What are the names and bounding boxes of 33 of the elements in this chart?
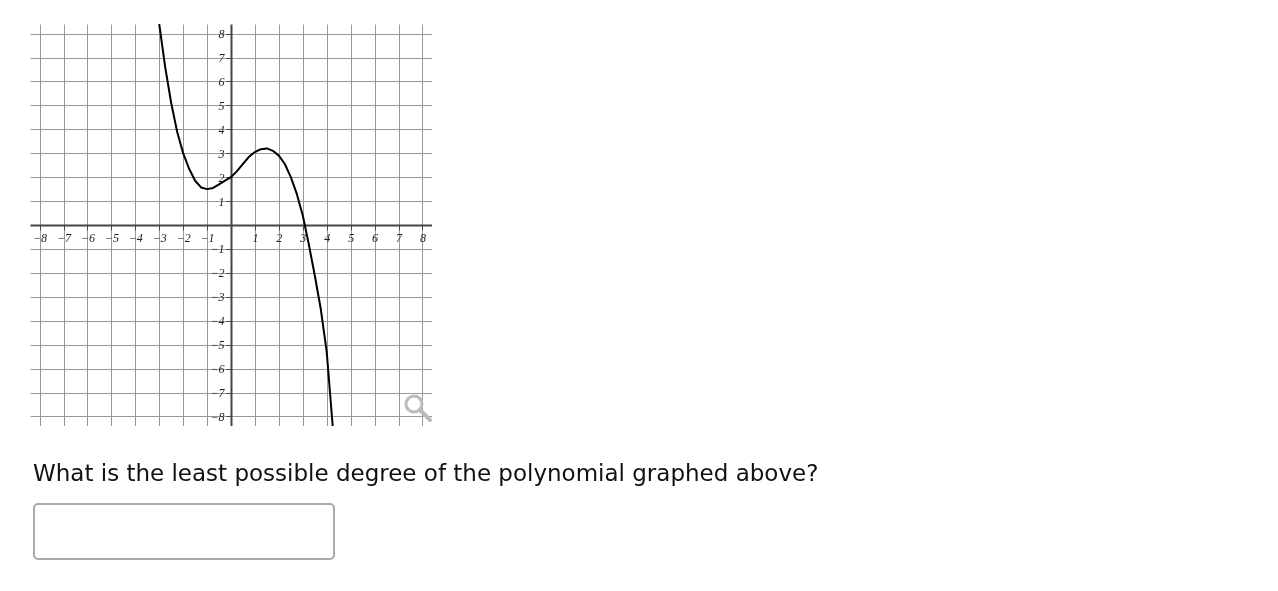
x-tick-label: −3 xyxy=(152,230,167,245)
y-tick-label: 7 xyxy=(218,51,226,65)
y-tick-label: −4 xyxy=(210,314,225,329)
y-tick-label: −3 xyxy=(210,290,225,305)
x-tick-label: −2 xyxy=(176,230,191,245)
y-tick-label: 8 xyxy=(218,27,225,42)
y-tick-label: −8 xyxy=(210,409,225,424)
y-tick-label: −5 xyxy=(210,338,225,353)
y-tick-label: −7 xyxy=(210,386,226,400)
y-tick-label: −6 xyxy=(210,362,225,377)
x-tick-label: −5 xyxy=(104,230,119,245)
x-tick-label: 7 xyxy=(396,230,403,245)
x-tick-label: −6 xyxy=(80,230,95,245)
x-tick-label: −1 xyxy=(200,230,215,245)
x-tick-label: 5 xyxy=(348,230,355,245)
y-tick-label: 6 xyxy=(218,74,225,89)
x-tick-label: 2 xyxy=(276,230,283,245)
x-tick-label: −8 xyxy=(33,230,48,245)
x-tick-label: 8 xyxy=(419,230,426,245)
y-tick-label: 4 xyxy=(218,122,225,137)
x-tick-label: 3 xyxy=(299,230,307,245)
x-tick-label: −7 xyxy=(56,230,73,245)
y-tick-label: 3 xyxy=(217,146,225,161)
x-tick-label: 6 xyxy=(372,230,379,245)
y-tick-label: −2 xyxy=(210,266,225,281)
y-tick-label: 5 xyxy=(218,98,225,113)
x-tick-label: 4 xyxy=(324,230,331,245)
text: What is the least possible degree of the polynomial graphed above? xyxy=(33,460,819,486)
x-tick-label: −4 xyxy=(128,230,143,245)
y-tick-label: 1 xyxy=(218,194,225,209)
x-tick-label: 1 xyxy=(252,230,259,245)
y-tick-label: −1 xyxy=(210,242,225,257)
y-tick-label: 2 xyxy=(218,170,225,185)
